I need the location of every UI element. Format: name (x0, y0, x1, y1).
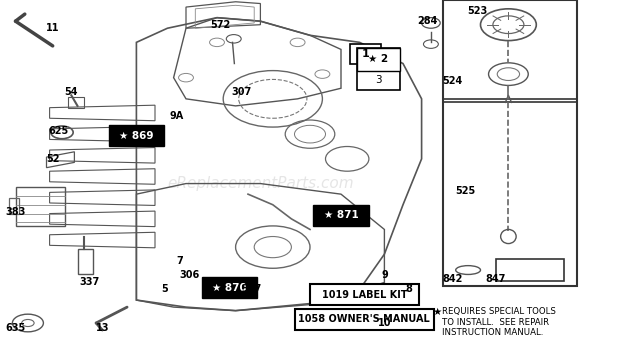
Bar (443, 0, 577, 99)
Text: 307: 307 (241, 285, 261, 294)
Text: 284: 284 (418, 16, 438, 26)
Text: 13: 13 (95, 323, 109, 333)
Text: ★: ★ (433, 307, 442, 317)
Text: 337: 337 (80, 277, 100, 287)
Bar (496, 259, 564, 281)
Bar (202, 277, 257, 298)
Text: REQUIRES SPECIAL TOOLS
TO INSTALL.  SEE REPAIR
INSTRUCTION MANUAL.: REQUIRES SPECIAL TOOLS TO INSTALL. SEE R… (442, 307, 556, 337)
Text: 307: 307 (232, 87, 252, 97)
Text: 525: 525 (455, 186, 475, 196)
Text: 523: 523 (467, 6, 487, 16)
Bar (356, 48, 400, 90)
Text: ★ 2: ★ 2 (368, 54, 388, 64)
Bar (108, 125, 164, 146)
Bar (16, 187, 65, 226)
Text: ★ 869: ★ 869 (119, 131, 154, 141)
Text: 625: 625 (49, 126, 69, 136)
Text: 54: 54 (64, 87, 78, 97)
Text: 11: 11 (46, 23, 60, 33)
Bar (78, 249, 93, 274)
Text: 5: 5 (161, 285, 167, 294)
Text: ★ 870: ★ 870 (212, 283, 247, 293)
Bar (356, 48, 400, 71)
Text: 572: 572 (210, 20, 230, 30)
Text: 9: 9 (381, 270, 388, 280)
Text: 3: 3 (375, 75, 381, 85)
Bar (313, 205, 369, 226)
Text: ★ 871: ★ 871 (324, 210, 358, 220)
Text: 9A: 9A (170, 112, 184, 121)
Text: 7: 7 (177, 256, 183, 266)
Bar (443, 102, 577, 286)
Text: 1: 1 (362, 49, 370, 59)
Bar (310, 284, 418, 305)
Bar (68, 97, 84, 108)
Text: 847: 847 (486, 274, 506, 284)
Text: 635: 635 (6, 323, 25, 333)
Text: 524: 524 (443, 76, 463, 86)
Bar (294, 309, 434, 330)
Text: 842: 842 (443, 274, 463, 284)
Text: 306: 306 (179, 270, 199, 280)
Text: 10: 10 (378, 318, 391, 328)
Bar (350, 44, 381, 64)
Text: 1019 LABEL KIT: 1019 LABEL KIT (322, 290, 407, 300)
Bar (9, 198, 19, 214)
Text: 8: 8 (405, 285, 413, 294)
Text: 52: 52 (46, 154, 60, 164)
Text: 1058 OWNER'S MANUAL: 1058 OWNER'S MANUAL (298, 315, 430, 324)
Bar (443, 0, 577, 286)
Text: 383: 383 (6, 207, 25, 217)
Text: eReplacementParts.com: eReplacementParts.com (167, 176, 354, 191)
